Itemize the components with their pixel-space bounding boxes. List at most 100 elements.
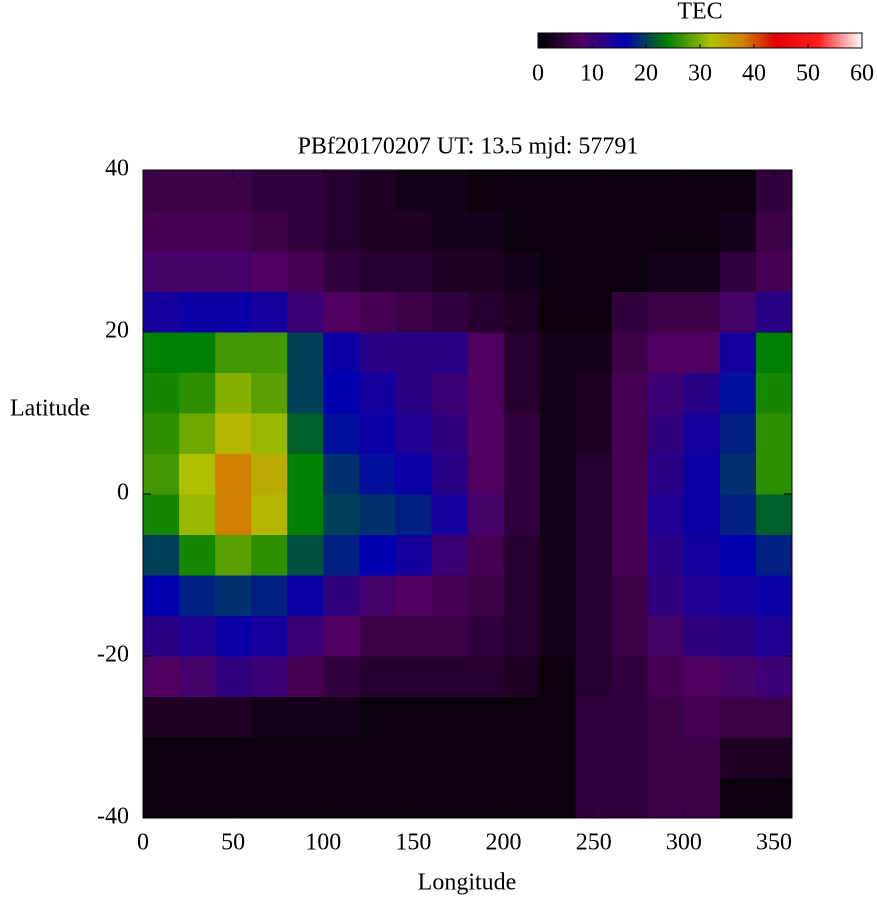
heatmap-cell [503,210,541,252]
heatmap-cell [287,656,324,697]
heatmap-cell [647,413,685,454]
heatmap-cell [467,170,505,211]
heatmap-cell [575,737,613,778]
heatmap-cell [755,534,793,576]
heatmap-cell [503,251,541,292]
heatmap-cell [683,251,721,292]
heatmap-cell [647,332,685,373]
heatmap-cell [395,291,432,333]
heatmap-cell [179,372,216,414]
heatmap-cell [467,413,505,454]
heatmap-cell [467,453,505,495]
heatmap-cell [179,413,216,454]
heatmap-cell [431,494,468,535]
heatmap-cell [431,696,468,738]
heatmap-cell [575,372,613,414]
heatmap-cell [683,291,721,333]
heatmap-cell [611,332,649,373]
heatmap-cell [143,534,180,576]
heatmap-cell [287,615,324,657]
heatmap-cell [611,656,649,697]
x-tick-label: 150 [395,830,431,856]
heatmap-cell [503,696,541,738]
heatmap-cell [719,656,757,697]
heatmap-cell [503,615,541,657]
heatmap-cell [467,737,505,778]
heatmap-cell [539,210,577,252]
heatmap-cell [287,494,324,535]
heatmap-cell [179,656,216,697]
heatmap-cell [467,575,505,616]
heatmap-cell [143,575,180,616]
heatmap-cell [143,413,180,454]
heatmap-cell [539,372,577,414]
heatmap-cell [755,413,793,454]
heatmap-cell [215,534,252,576]
heatmap-cell [647,777,685,819]
heatmap-cell [467,332,505,373]
heatmap-cell [251,575,288,616]
heatmap-cell [539,575,577,616]
heatmap-cell [431,332,468,373]
heatmap-cell [683,372,721,414]
heatmap-cell [719,413,757,454]
heatmap-cell [215,737,252,778]
heatmap-cell [755,291,793,333]
heatmap-cell [323,251,360,292]
y-tick-label: -20 [97,642,129,668]
heatmap-cell [323,372,360,414]
heatmap-cell [719,332,757,373]
heatmap-cell [503,413,541,454]
y-tick-label: 40 [105,156,129,182]
heatmap-cell [467,210,505,252]
heatmap-cell [431,251,468,292]
heatmap-cell [611,534,649,576]
heatmap-cell [467,696,505,738]
heatmap-cell [359,413,396,454]
colorbar-tick-label: 20 [634,61,658,87]
chart-title: PBf20170207 UT: 13.5 mjd: 57791 [298,134,639,160]
heatmap-cell [395,251,432,292]
heatmap-cell [215,372,252,414]
heatmap-cell [503,332,541,373]
x-tick-label: 50 [221,830,245,856]
heatmap-cell [251,615,288,657]
heatmap-cell [539,696,577,738]
heatmap-cell [179,210,216,252]
heatmap-cell [719,534,757,576]
heatmap-cell [719,251,757,292]
heatmap-cell [431,170,468,211]
colorbar-tick-label: 30 [688,61,712,87]
heatmap-cell [215,291,252,333]
heatmap-cell [323,737,360,778]
heatmap-cell [647,453,685,495]
heatmap-cell [719,575,757,616]
heatmap-cell [323,696,360,738]
heatmap-cell [251,453,288,495]
heatmap-cell [575,332,613,373]
heatmap-cell [719,210,757,252]
heatmap-cell [251,413,288,454]
heatmap-cell [395,210,432,252]
heatmap-cell [359,332,396,373]
heatmap-cell [287,453,324,495]
heatmap-cell [683,737,721,778]
heatmap-cell [287,737,324,778]
heatmap-cell [539,170,577,211]
heatmap-cell [287,534,324,576]
heatmap-cell [431,210,468,252]
heatmap-cell [719,777,757,819]
heatmap-cell [431,372,468,414]
heatmap-cell [359,210,396,252]
heatmap-cell [503,777,541,819]
heatmap-cell [359,534,396,576]
heatmap-cell [395,494,432,535]
heatmap-cell [755,210,793,252]
heatmap-cell [359,291,396,333]
heatmap-cell [647,737,685,778]
heatmap-cell [359,170,396,211]
x-tick-label: 300 [666,830,702,856]
heatmap-cell [179,291,216,333]
heatmap-cell [539,453,577,495]
